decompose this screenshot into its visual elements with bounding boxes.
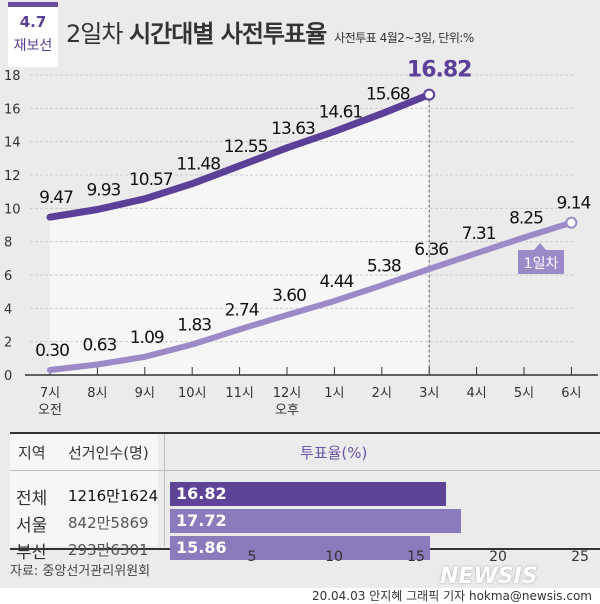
data-label: 0.30 [35, 341, 69, 361]
voter-count: 293만6301 [68, 541, 149, 559]
data-label: 4.44 [319, 272, 353, 292]
source: 자료: 중앙선거관리위원회 [10, 564, 151, 579]
x-tick-label: 10시 [178, 386, 207, 401]
x-tick-label: 2시 [372, 386, 392, 401]
data-label: 2.74 [225, 300, 259, 320]
col-region: 지역 [18, 444, 46, 462]
subtitle: 사전투표 4월2~3일, 단위:% [334, 31, 474, 45]
x-tick-label: 9시 [135, 386, 155, 401]
legend-label: 1일차 [524, 256, 559, 272]
title-row: 2일차 시간대별 사전투표율 사전투표 4월2~3일, 단위:% [66, 14, 600, 49]
legend-pointer [534, 243, 546, 250]
y-tick-label: 12 [4, 169, 21, 184]
data-label: 9.14 [556, 194, 590, 214]
chart-title: 2일차 시간대별 사전투표율 [66, 14, 327, 49]
y-tick-label: 6 [4, 269, 12, 284]
election-tag: 4.7 재보선 [8, 2, 58, 67]
bar-label: 15.86 [176, 538, 227, 557]
y-tick-label: 2 [4, 336, 12, 351]
data-label: 10.57 [129, 170, 173, 190]
data-label: 5.38 [367, 256, 401, 276]
y-tick-label: 18 [4, 69, 21, 84]
data-label: 14.61 [319, 103, 363, 123]
bar-axis-tick: 10 [325, 549, 343, 565]
x-tick-label: 5시 [514, 386, 534, 401]
title-main: 시간대별 사전투표율 [129, 20, 327, 48]
table-column-divider [164, 434, 165, 546]
y-tick-label: 8 [4, 236, 12, 251]
x-tick-label: 6시 [561, 386, 581, 401]
x-tick-label: 11시 [225, 386, 254, 401]
data-label: 16.82 [407, 58, 472, 83]
bar-axis-tick: 15 [407, 549, 425, 565]
x-tick-label: 7시 [40, 386, 60, 401]
y-tick-label: 4 [4, 302, 12, 317]
legend-badge [518, 250, 564, 274]
data-label: 0.63 [82, 336, 116, 356]
newsis-logo: NEWSIS [440, 564, 538, 589]
data-label: 13.63 [271, 119, 315, 139]
data-label: 8.25 [509, 209, 543, 229]
x-tick-label: 12시 [273, 386, 302, 401]
bar-axis-tick: 20 [489, 549, 507, 565]
x-tick-label: 1시 [324, 386, 344, 401]
x-tick-label: 4시 [466, 386, 486, 401]
data-label: 9.93 [86, 181, 120, 201]
data-label: 11.48 [176, 155, 220, 175]
data-label: 7.31 [462, 224, 496, 244]
data-label: 3.60 [272, 286, 306, 306]
x-tick-sublabel: 오후 [275, 403, 299, 418]
region-name: 전체 [16, 489, 48, 509]
col-voters: 선거인수(명) [68, 444, 149, 462]
voter-count: 1216만1624 [68, 487, 159, 505]
bar-axis-tick: 25 [571, 549, 589, 565]
bar-label: 16.82 [176, 484, 227, 503]
data-label: 9.47 [39, 188, 73, 208]
voter-count: 842만5869 [68, 514, 149, 532]
data-label: 15.68 [366, 85, 410, 105]
x-tick-label: 3시 [419, 386, 439, 401]
series-line [47, 219, 575, 373]
series-endpoint [565, 216, 578, 229]
turnout-bar: 17.72 [170, 509, 461, 533]
bar-label: 17.72 [176, 511, 227, 530]
series-line [46, 91, 433, 221]
y-tick-label: 0 [4, 369, 12, 384]
footer-bar [0, 588, 600, 604]
shaded-area [50, 94, 430, 376]
col-turnout: 투표율(%) [300, 444, 368, 462]
table-divider [10, 470, 600, 471]
turnout-bar: 15.86 [170, 536, 431, 560]
tag-label: 재보선 [13, 38, 53, 54]
y-tick-label: 16 [4, 102, 21, 117]
data-label: 1.09 [130, 328, 164, 348]
x-tick-label: 8시 [87, 386, 107, 401]
region-name: 서울 [16, 516, 48, 536]
data-label: 6.36 [414, 240, 448, 260]
x-tick-sublabel: 오전 [38, 403, 62, 418]
series-endpoint [423, 88, 436, 101]
y-tick-label: 14 [4, 136, 21, 151]
title-prefix: 2일차 [66, 20, 123, 48]
credit: 20.04.03 안지혜 그래픽 기자 hokma@newsis.com [311, 589, 592, 603]
turnout-table: 지역 선거인수(명) 투표율(%) 전체 1216만1624 16.82 서울 8… [10, 432, 600, 563]
bar-axis-tick: 5 [247, 549, 257, 565]
turnout-bar: 16.82 [170, 482, 446, 506]
data-label: 12.55 [224, 137, 268, 157]
data-label: 1.83 [177, 316, 211, 336]
table-label-bg [10, 434, 158, 546]
tag-date: 4.7 [19, 13, 47, 31]
region-name: 부산 [16, 543, 48, 563]
y-tick-label: 10 [4, 202, 21, 217]
